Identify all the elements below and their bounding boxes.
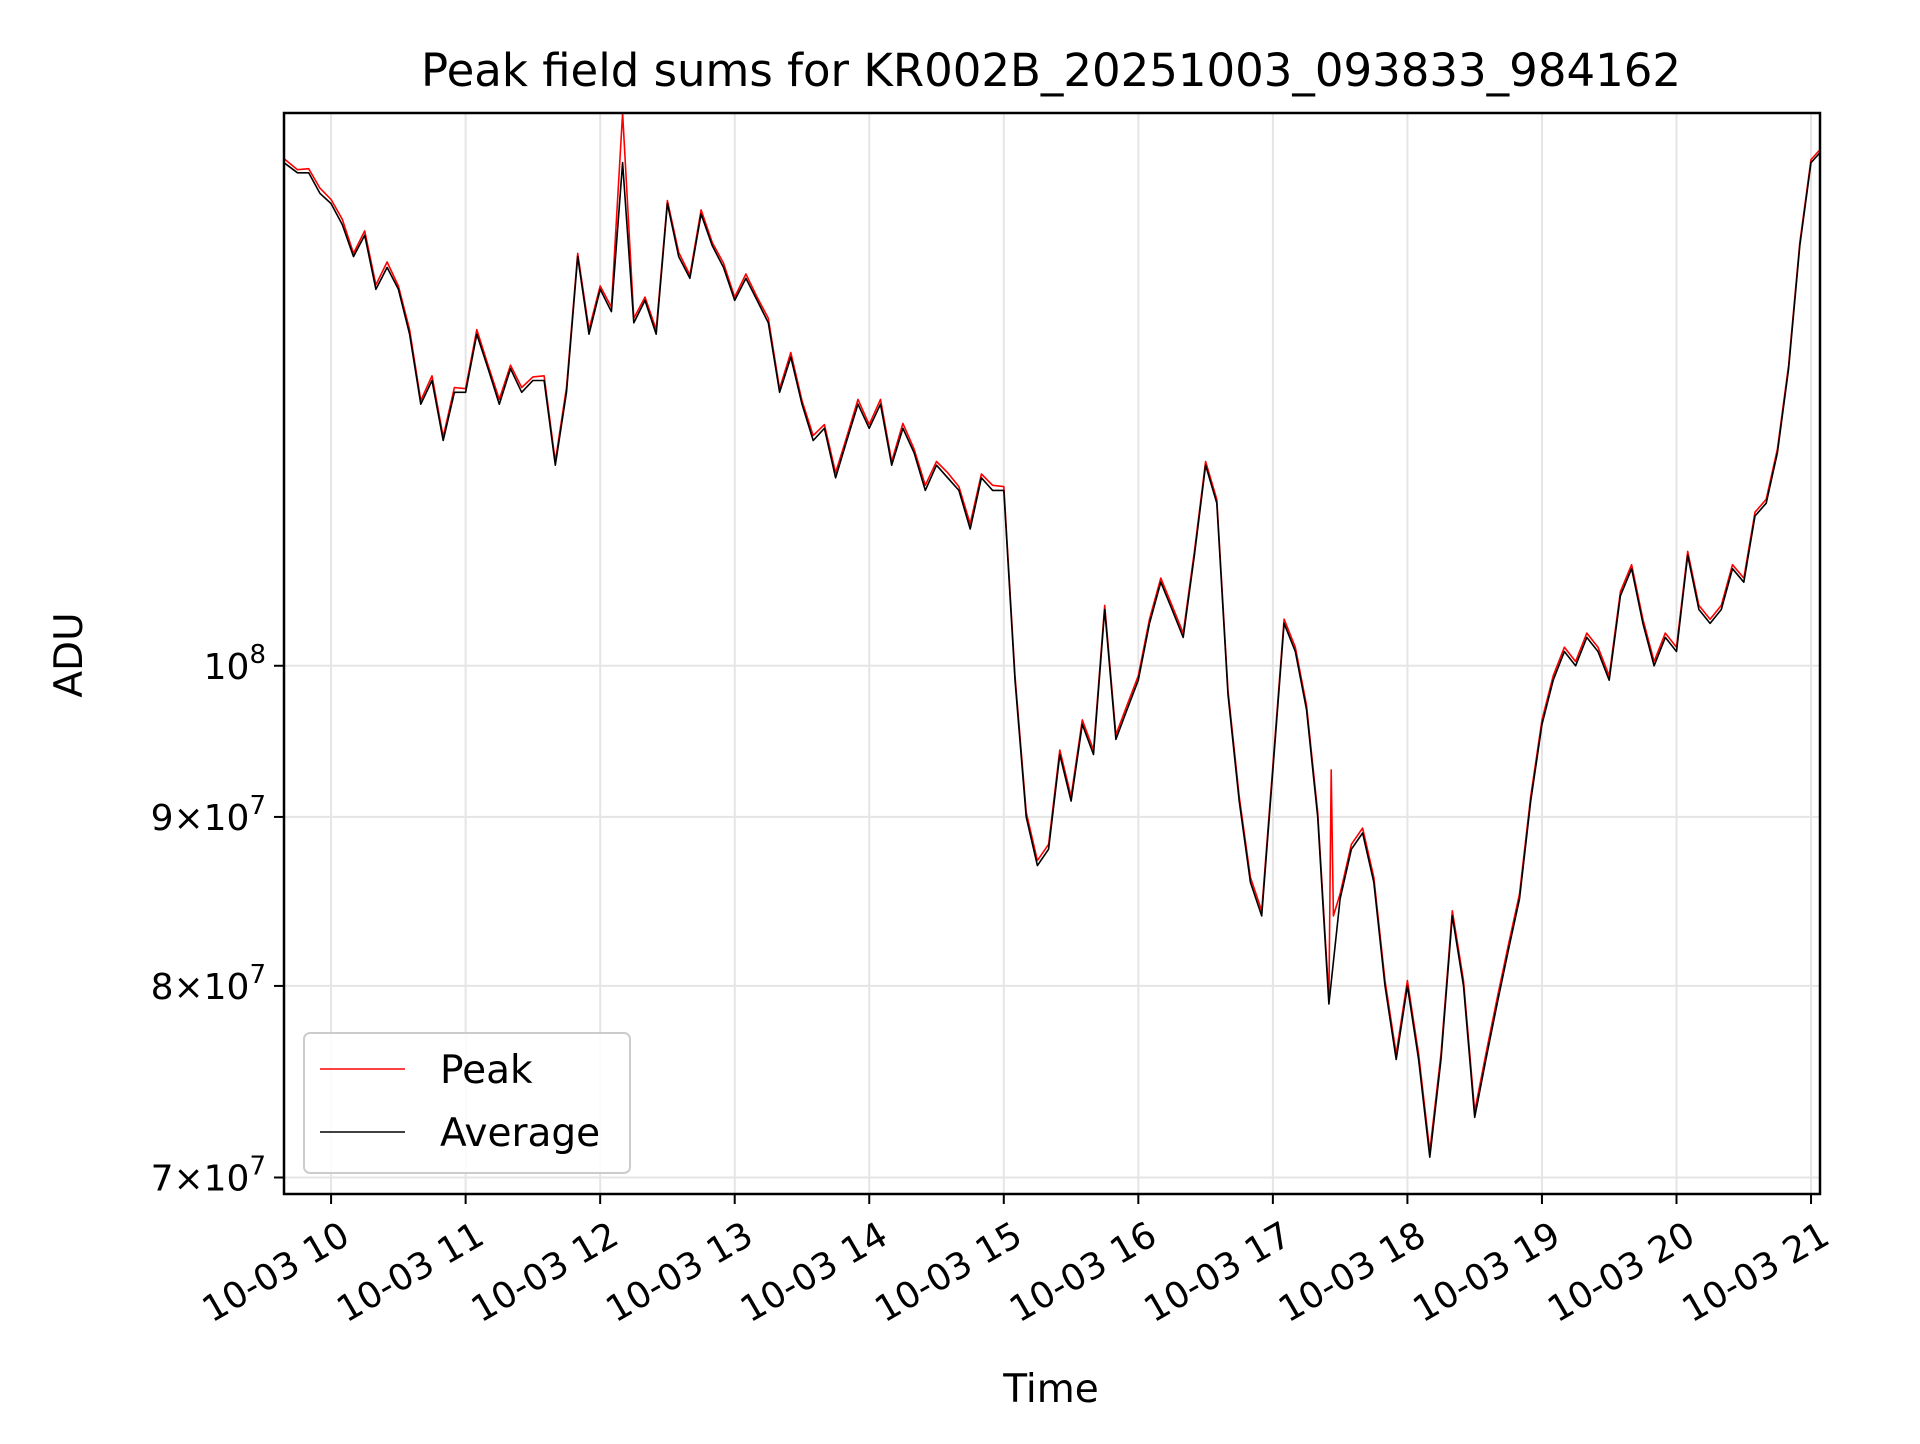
chart-title: Peak field sums for KR002B_20251003_0938… [421, 44, 1681, 97]
legend-label-average: Average [440, 1111, 600, 1156]
legend-label-peak: Peak [440, 1048, 533, 1093]
x-axis-label: Time [1002, 1367, 1098, 1412]
y-axis-label: ADU [47, 612, 92, 697]
plot-lines [283, 112, 1821, 1158]
legend-box [303, 1032, 631, 1174]
y-tick-label: 108 [204, 640, 266, 688]
plot-frame [282, 111, 1822, 1196]
y-tick-label: 8×107 [151, 960, 266, 1008]
legend: Peak Average [303, 1032, 631, 1174]
y-tick-label: 9×107 [151, 791, 266, 839]
y-axis-ticks: 7×107 8×107 9×107 108 [151, 640, 284, 1200]
y-tick-label: 7×107 [151, 1152, 266, 1200]
series-line-average [283, 152, 1821, 1158]
grid [284, 113, 1820, 1194]
